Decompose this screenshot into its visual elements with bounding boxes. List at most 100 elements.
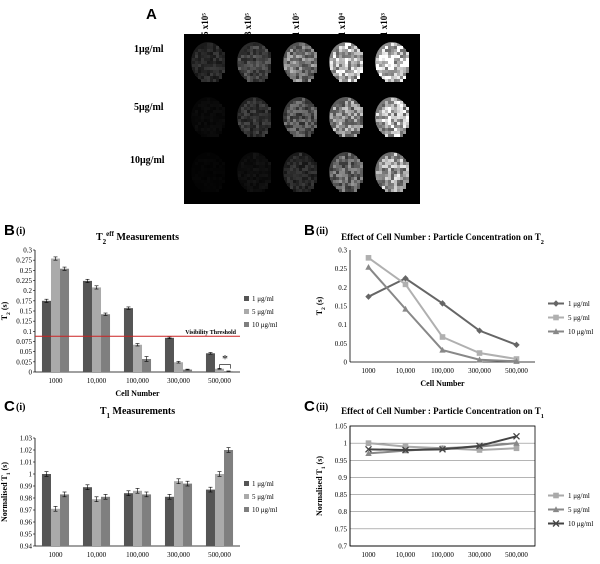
phantom-pixel bbox=[250, 189, 253, 192]
phantom-pixel bbox=[351, 168, 354, 171]
phantom-pixel bbox=[216, 101, 219, 104]
phantom-pixel bbox=[290, 67, 293, 70]
phantom-pixel bbox=[348, 70, 351, 73]
phantom-pixel bbox=[354, 61, 357, 64]
phantom-pixel bbox=[348, 189, 351, 192]
phantom-pixel bbox=[333, 177, 336, 180]
phantom-pixel bbox=[192, 58, 195, 61]
phantom-pixel bbox=[238, 64, 241, 67]
phantom-pixel bbox=[354, 70, 357, 73]
phantom-pixel bbox=[400, 180, 403, 183]
phantom-pixel bbox=[204, 189, 207, 192]
phantom-pixel bbox=[391, 122, 394, 125]
phantom-pixel bbox=[244, 165, 247, 168]
phantom-pixel bbox=[308, 125, 311, 128]
phantom-pixel bbox=[265, 55, 268, 58]
phantom-pixel bbox=[397, 162, 400, 165]
phantom-pixel bbox=[293, 58, 296, 61]
x-marker bbox=[476, 442, 483, 450]
phantom-pixel bbox=[204, 76, 207, 79]
phantom-pixel bbox=[339, 113, 342, 116]
phantom-pixel bbox=[354, 64, 357, 67]
bar bbox=[91, 287, 102, 372]
phantom-pixel bbox=[219, 122, 222, 125]
phantom-pixel bbox=[253, 128, 256, 131]
phantom-pixel bbox=[290, 70, 293, 73]
phantom-pixel bbox=[311, 58, 314, 61]
phantom-pixel bbox=[394, 58, 397, 61]
phantom-pixel bbox=[201, 113, 204, 116]
phantom-pixel bbox=[201, 110, 204, 113]
phantom-pixel bbox=[382, 162, 385, 165]
phantom-pixel bbox=[403, 52, 406, 55]
phantom-pixel bbox=[388, 110, 391, 113]
phantom-pixel bbox=[403, 177, 406, 180]
phantom-pixel bbox=[302, 180, 305, 183]
phantom-pixel bbox=[348, 171, 351, 174]
square-marker bbox=[402, 281, 409, 288]
phantom-pixel bbox=[403, 107, 406, 110]
phantom-pixel bbox=[207, 110, 210, 113]
phantom-pixel bbox=[311, 119, 314, 122]
phantom-pixel bbox=[244, 58, 247, 61]
phantom-pixel bbox=[354, 165, 357, 168]
phantom-pixel bbox=[262, 101, 265, 104]
phantom-pixel bbox=[210, 177, 213, 180]
phantom-pixel bbox=[314, 58, 317, 61]
phantom-pixel bbox=[336, 64, 339, 67]
phantom-pixel bbox=[256, 67, 259, 70]
phantom-pixel bbox=[394, 186, 397, 189]
bar bbox=[173, 481, 184, 546]
phantom-pixel bbox=[259, 131, 262, 134]
phantom-pixel bbox=[253, 49, 256, 52]
phantom-pixel bbox=[213, 113, 216, 116]
phantom-pixel bbox=[247, 52, 250, 55]
phantom-pixel bbox=[400, 67, 403, 70]
phantom-pixel bbox=[265, 107, 268, 110]
phantom-pixel bbox=[400, 79, 403, 82]
phantom-pixel bbox=[333, 110, 336, 113]
phantom-pixel bbox=[391, 58, 394, 61]
phantom-pixel bbox=[216, 64, 219, 67]
phantom-pixel bbox=[247, 186, 250, 189]
phantom-pixel bbox=[222, 165, 225, 168]
phantom-pixel bbox=[400, 70, 403, 73]
phantom-pixel bbox=[342, 113, 345, 116]
phantom-pixel bbox=[342, 55, 345, 58]
phantom-pixel bbox=[397, 180, 400, 183]
phantom-pixel bbox=[204, 131, 207, 134]
phantom-pixel bbox=[348, 168, 351, 171]
phantom-pixel bbox=[394, 64, 397, 67]
phantom-pixel bbox=[268, 168, 271, 171]
phantom-pixel bbox=[302, 186, 305, 189]
phantom-pixel bbox=[299, 183, 302, 186]
phantom-pixel bbox=[250, 186, 253, 189]
phantom-pixel bbox=[388, 67, 391, 70]
phantom-pixel bbox=[345, 122, 348, 125]
panel-c-i-sub: (i) bbox=[16, 402, 26, 413]
phantom-pixel bbox=[201, 79, 204, 82]
phantom-pixel bbox=[287, 67, 290, 70]
phantom-pixel bbox=[299, 174, 302, 177]
phantom-pixel bbox=[201, 128, 204, 131]
phantom-pixel bbox=[195, 113, 198, 116]
phantom-pixel bbox=[333, 52, 336, 55]
phantom-pixel bbox=[379, 110, 382, 113]
phantom-pixel bbox=[360, 119, 363, 122]
phantom-pixel bbox=[256, 116, 259, 119]
phantom-pixel bbox=[268, 119, 271, 122]
phantom-pixel bbox=[406, 116, 409, 119]
phantom-0-0 bbox=[191, 42, 225, 82]
phantom-pixel bbox=[336, 67, 339, 70]
phantom-pixel bbox=[293, 156, 296, 159]
phantom-pixel bbox=[296, 174, 299, 177]
phantom-pixel bbox=[256, 107, 259, 110]
phantom-pixel bbox=[391, 101, 394, 104]
phantom-pixel bbox=[302, 43, 305, 46]
phantom-pixel bbox=[201, 61, 204, 64]
phantom-pixel bbox=[296, 162, 299, 165]
phantom-pixel bbox=[388, 70, 391, 73]
phantom-pixel bbox=[244, 110, 247, 113]
phantom-pixel bbox=[216, 58, 219, 61]
phantom-pixel bbox=[351, 189, 354, 192]
